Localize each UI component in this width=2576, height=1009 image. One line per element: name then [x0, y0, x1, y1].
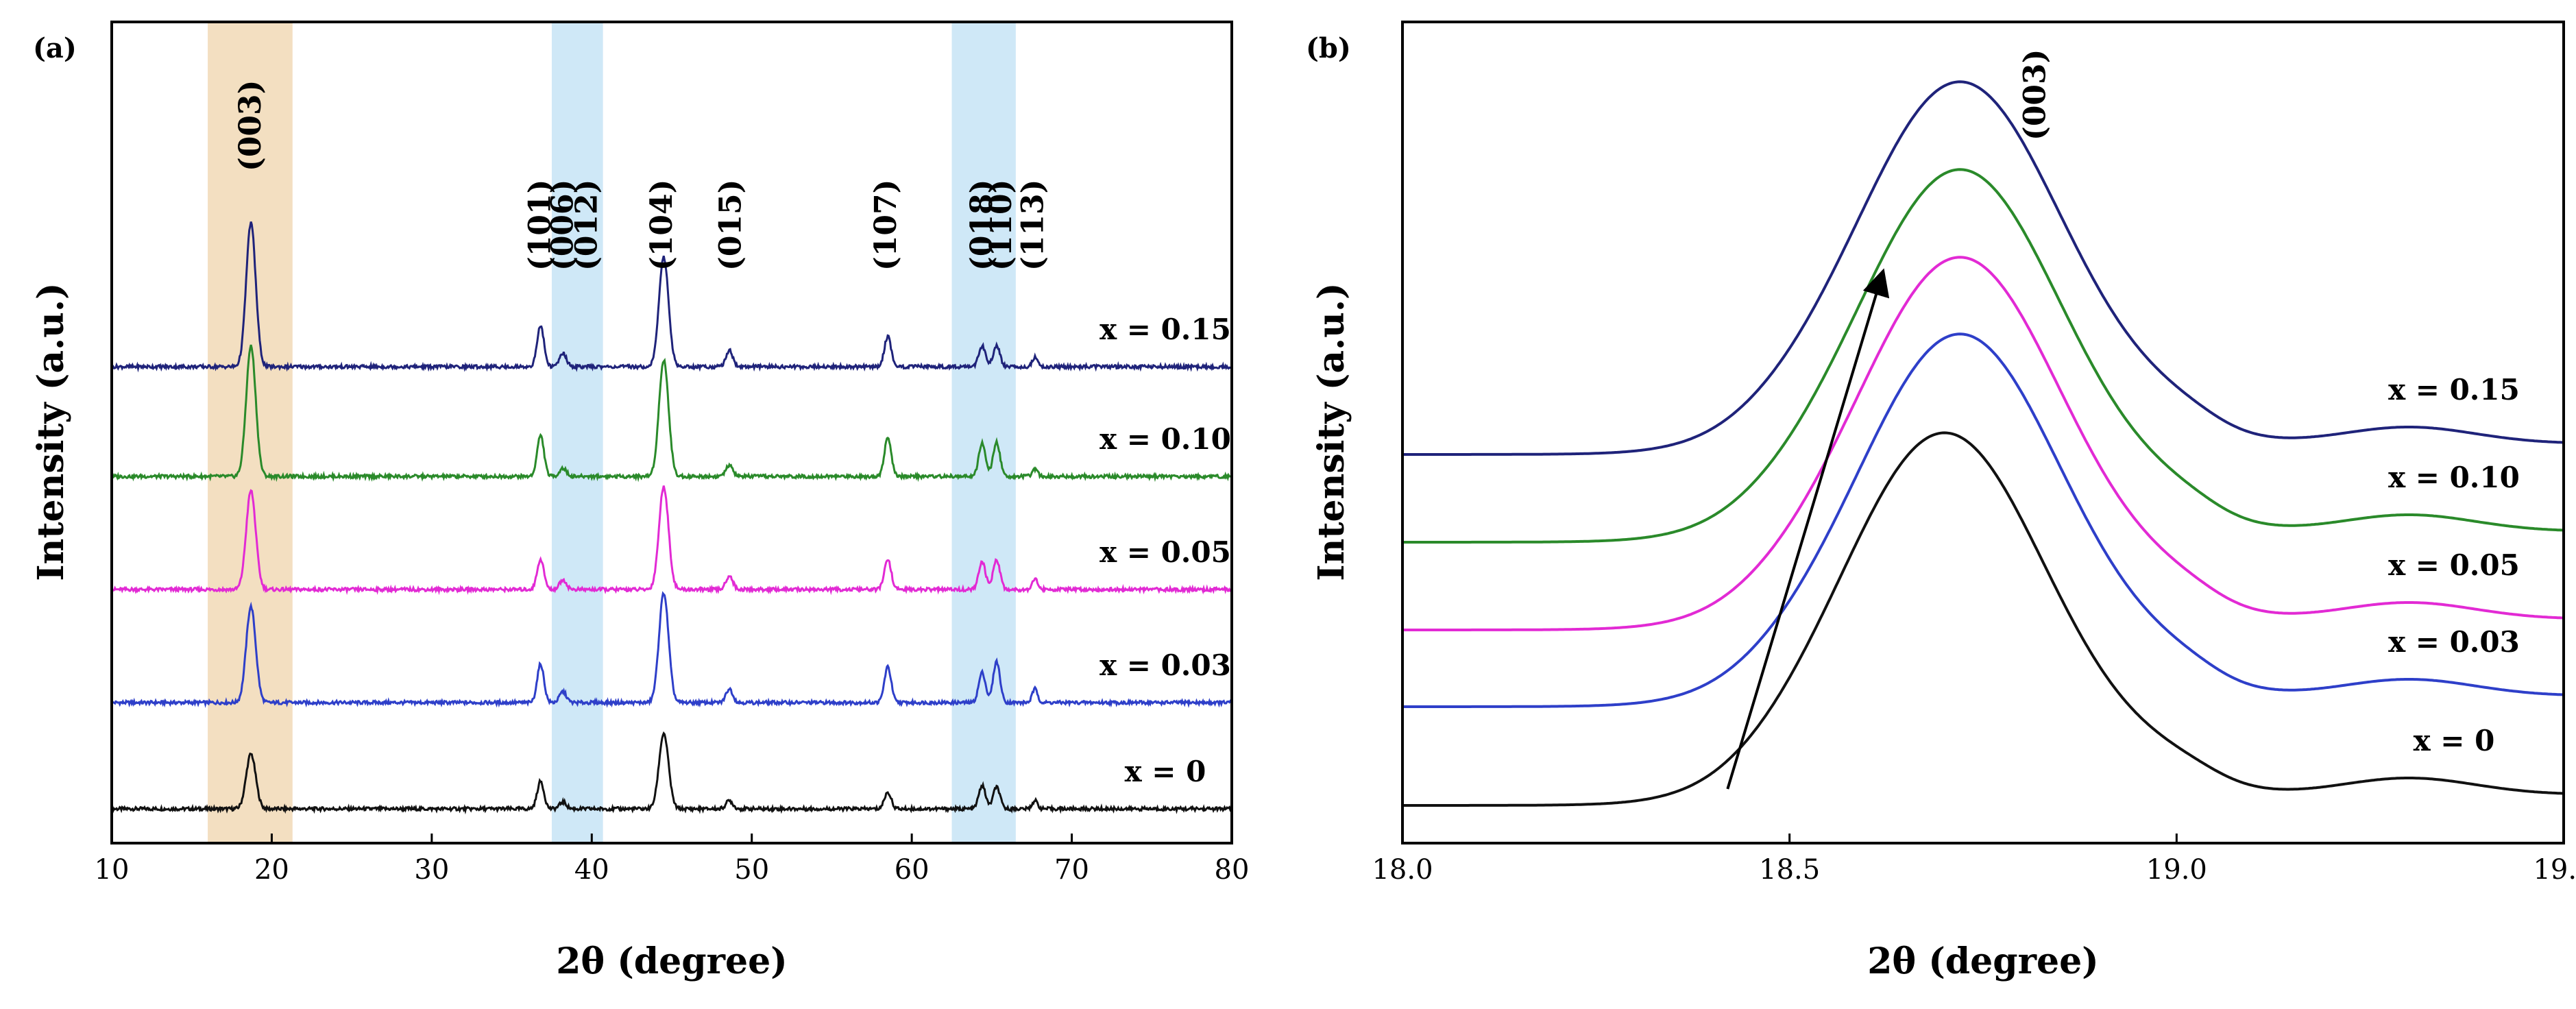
x-axis-title: 2θ (degree) — [1867, 940, 2099, 982]
series-line — [110, 221, 1233, 373]
panel-label-b: (b) — [1306, 32, 1351, 64]
panel-a: x = 0 x = 0.03 x = 0.05 x = 0.10 x = 0.15 (0… — [30, 21, 1250, 982]
series-line — [1402, 168, 2564, 544]
series-label: x = 0.05 — [2388, 548, 2520, 582]
series-label: x = 0 — [2414, 724, 2495, 757]
peak-label-003: (003) — [2017, 49, 2052, 141]
y-axis-title: Intensity (a.u.) — [1311, 282, 1352, 581]
series-label: x = 0.03 — [2388, 625, 2520, 659]
peak-label: (015) — [713, 180, 748, 271]
x-tick-label: 19.5 — [2533, 854, 2576, 886]
shift-arrow — [1726, 268, 1890, 790]
series-label: x = 0.10 — [1099, 422, 1231, 456]
x-tick-label: 60 — [895, 854, 929, 886]
panel-b: x = 0 x = 0.03 x = 0.05 x = 0.10 x = 0.15 18… — [1306, 21, 2576, 982]
series-line — [110, 731, 1233, 815]
series-line — [110, 591, 1233, 708]
x-axis-title: 2θ (degree) — [556, 940, 788, 982]
highlight-band — [951, 22, 1016, 843]
x-tick-label: 70 — [1054, 854, 1089, 886]
series-line — [1402, 256, 2564, 631]
series-label: x = 0.05 — [1099, 535, 1231, 569]
y-axis-title: Intensity (a.u.) — [30, 282, 72, 581]
peak-label: (107) — [868, 180, 903, 271]
series-label: x = 0.03 — [1099, 648, 1231, 682]
series-labels: x = 0 x = 0.03 x = 0.05 x = 0.10 x = 0.15 — [1099, 313, 1231, 788]
plot-frame — [1401, 21, 2565, 844]
series-line — [111, 344, 1233, 483]
peak-label: (003) — [233, 80, 268, 171]
series-group — [110, 221, 1233, 815]
highlight-bands — [208, 22, 1016, 843]
highlight-band — [208, 22, 293, 843]
series-line — [1402, 80, 2564, 456]
highlight-band — [551, 22, 603, 843]
x-ticks: 10 20 30 40 50 60 70 80 — [95, 834, 1250, 886]
series-line — [111, 485, 1232, 596]
series-label: x = 0.10 — [2388, 461, 2520, 494]
peak-label: (110) — [984, 180, 1019, 271]
peak-label: (113) — [1016, 180, 1051, 271]
peak-labels: (003) (101)(006)(012) (104) (015) (107) (018)… — [233, 80, 1050, 271]
series-labels: x = 0 x = 0.03 x = 0.05 x = 0.10 x = 0.15 — [2388, 373, 2520, 757]
x-tick-label: 19.0 — [2146, 854, 2207, 886]
x-tick-label: 40 — [574, 854, 609, 886]
peak-label: (006) — [545, 180, 580, 271]
peak-label: (012) — [569, 180, 604, 271]
x-tick-label: 20 — [254, 854, 289, 886]
series-label: x = 0 — [1125, 755, 1206, 788]
x-ticks: 18.0 18.5 19.0 19.5 — [1372, 834, 2576, 886]
x-tick-label: 18.5 — [1759, 854, 1820, 886]
x-tick-label: 10 — [95, 854, 130, 886]
x-tick-label: 80 — [1215, 854, 1250, 886]
peak-label: (101) — [523, 180, 558, 271]
x-tick-label: 50 — [734, 854, 769, 886]
plot-frame — [110, 21, 1233, 844]
peak-label: (018) — [964, 180, 999, 271]
series-line — [1402, 431, 2564, 807]
peak-label: (104) — [644, 180, 679, 271]
series-label: x = 0.15 — [2388, 373, 2520, 406]
series-group — [1402, 80, 2564, 807]
panel-label-a: (a) — [33, 32, 77, 64]
x-tick-label: 30 — [414, 854, 449, 886]
series-line — [1402, 332, 2564, 708]
x-tick-label: 18.0 — [1372, 854, 1433, 886]
series-label: x = 0.15 — [1099, 313, 1231, 346]
